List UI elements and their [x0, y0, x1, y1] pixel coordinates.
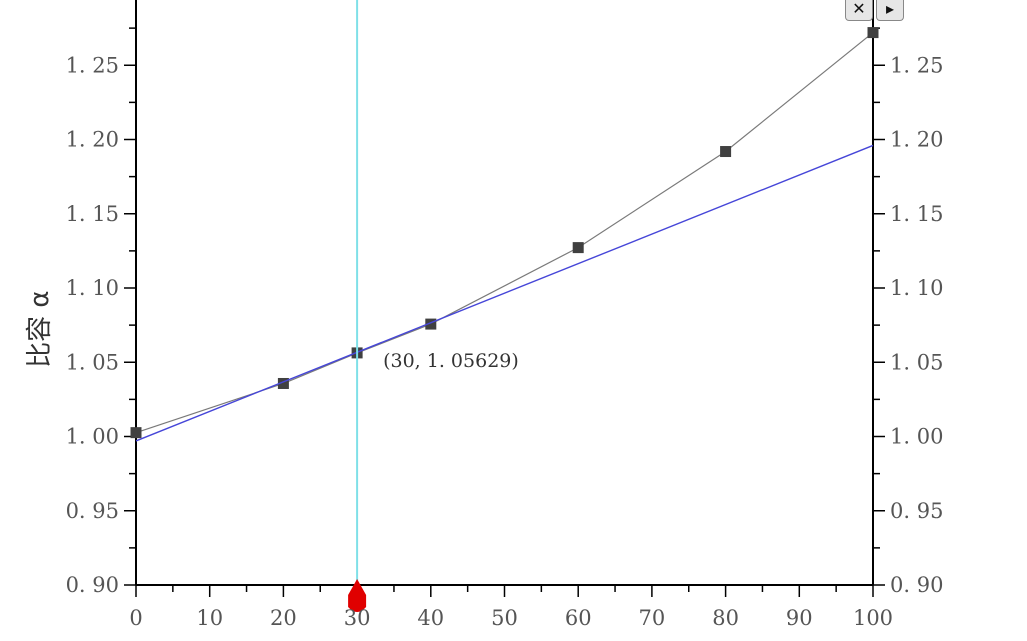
y-tick-label: 0. 95 [66, 499, 119, 523]
y-tick-label: 0. 90 [66, 573, 119, 597]
y-tick-label-right: 0. 90 [890, 573, 943, 597]
x-tick-label: 20 [270, 606, 297, 630]
x-tick-label: 60 [565, 606, 592, 630]
y-tick-label: 1. 10 [66, 276, 119, 300]
x-tick-label: 70 [639, 606, 666, 630]
y-tick-label-right: 1. 05 [890, 350, 943, 374]
x-tick-label: 40 [417, 606, 444, 630]
data-point [277, 377, 289, 389]
y-axis-label: 比容 α [25, 290, 55, 367]
y-tick-label: 1. 25 [66, 53, 119, 77]
data-point [572, 242, 584, 254]
y-tick-label-right: 1. 15 [890, 202, 943, 226]
x-tick-label: 0 [129, 606, 142, 630]
x-tick-label: 10 [196, 606, 223, 630]
close-button[interactable]: ✕ [845, 0, 873, 21]
x-tick-label: 100 [853, 606, 893, 630]
fit-line [135, 144, 874, 442]
x-tick-label: 50 [491, 606, 518, 630]
next-button[interactable]: ▸ [876, 0, 904, 21]
data-point [425, 318, 437, 330]
cursor-handle[interactable] [348, 579, 367, 612]
y-tick-label: 1. 20 [66, 128, 119, 152]
y-tick-label-right: 1. 10 [890, 276, 943, 300]
x-tick-label: 90 [786, 606, 813, 630]
y-tick-label: 1. 05 [66, 350, 119, 374]
y-tick-label-right: 0. 95 [890, 499, 943, 523]
y-tick-label: 1. 00 [66, 425, 119, 449]
x-tick-label: 80 [712, 606, 739, 630]
data-point [720, 146, 732, 158]
data-point [867, 27, 879, 39]
y-tick-label-right: 1. 20 [890, 128, 943, 152]
y-tick-label-right: 1. 25 [890, 53, 943, 77]
y-tick-label-right: 1. 00 [890, 425, 943, 449]
y-tick-label: 1. 15 [66, 202, 119, 226]
data-point [130, 427, 142, 439]
point-annotation: (30, 1. 05629) [383, 350, 519, 372]
x-tick-label: 30 [344, 606, 371, 630]
data-series-line [135, 32, 874, 434]
